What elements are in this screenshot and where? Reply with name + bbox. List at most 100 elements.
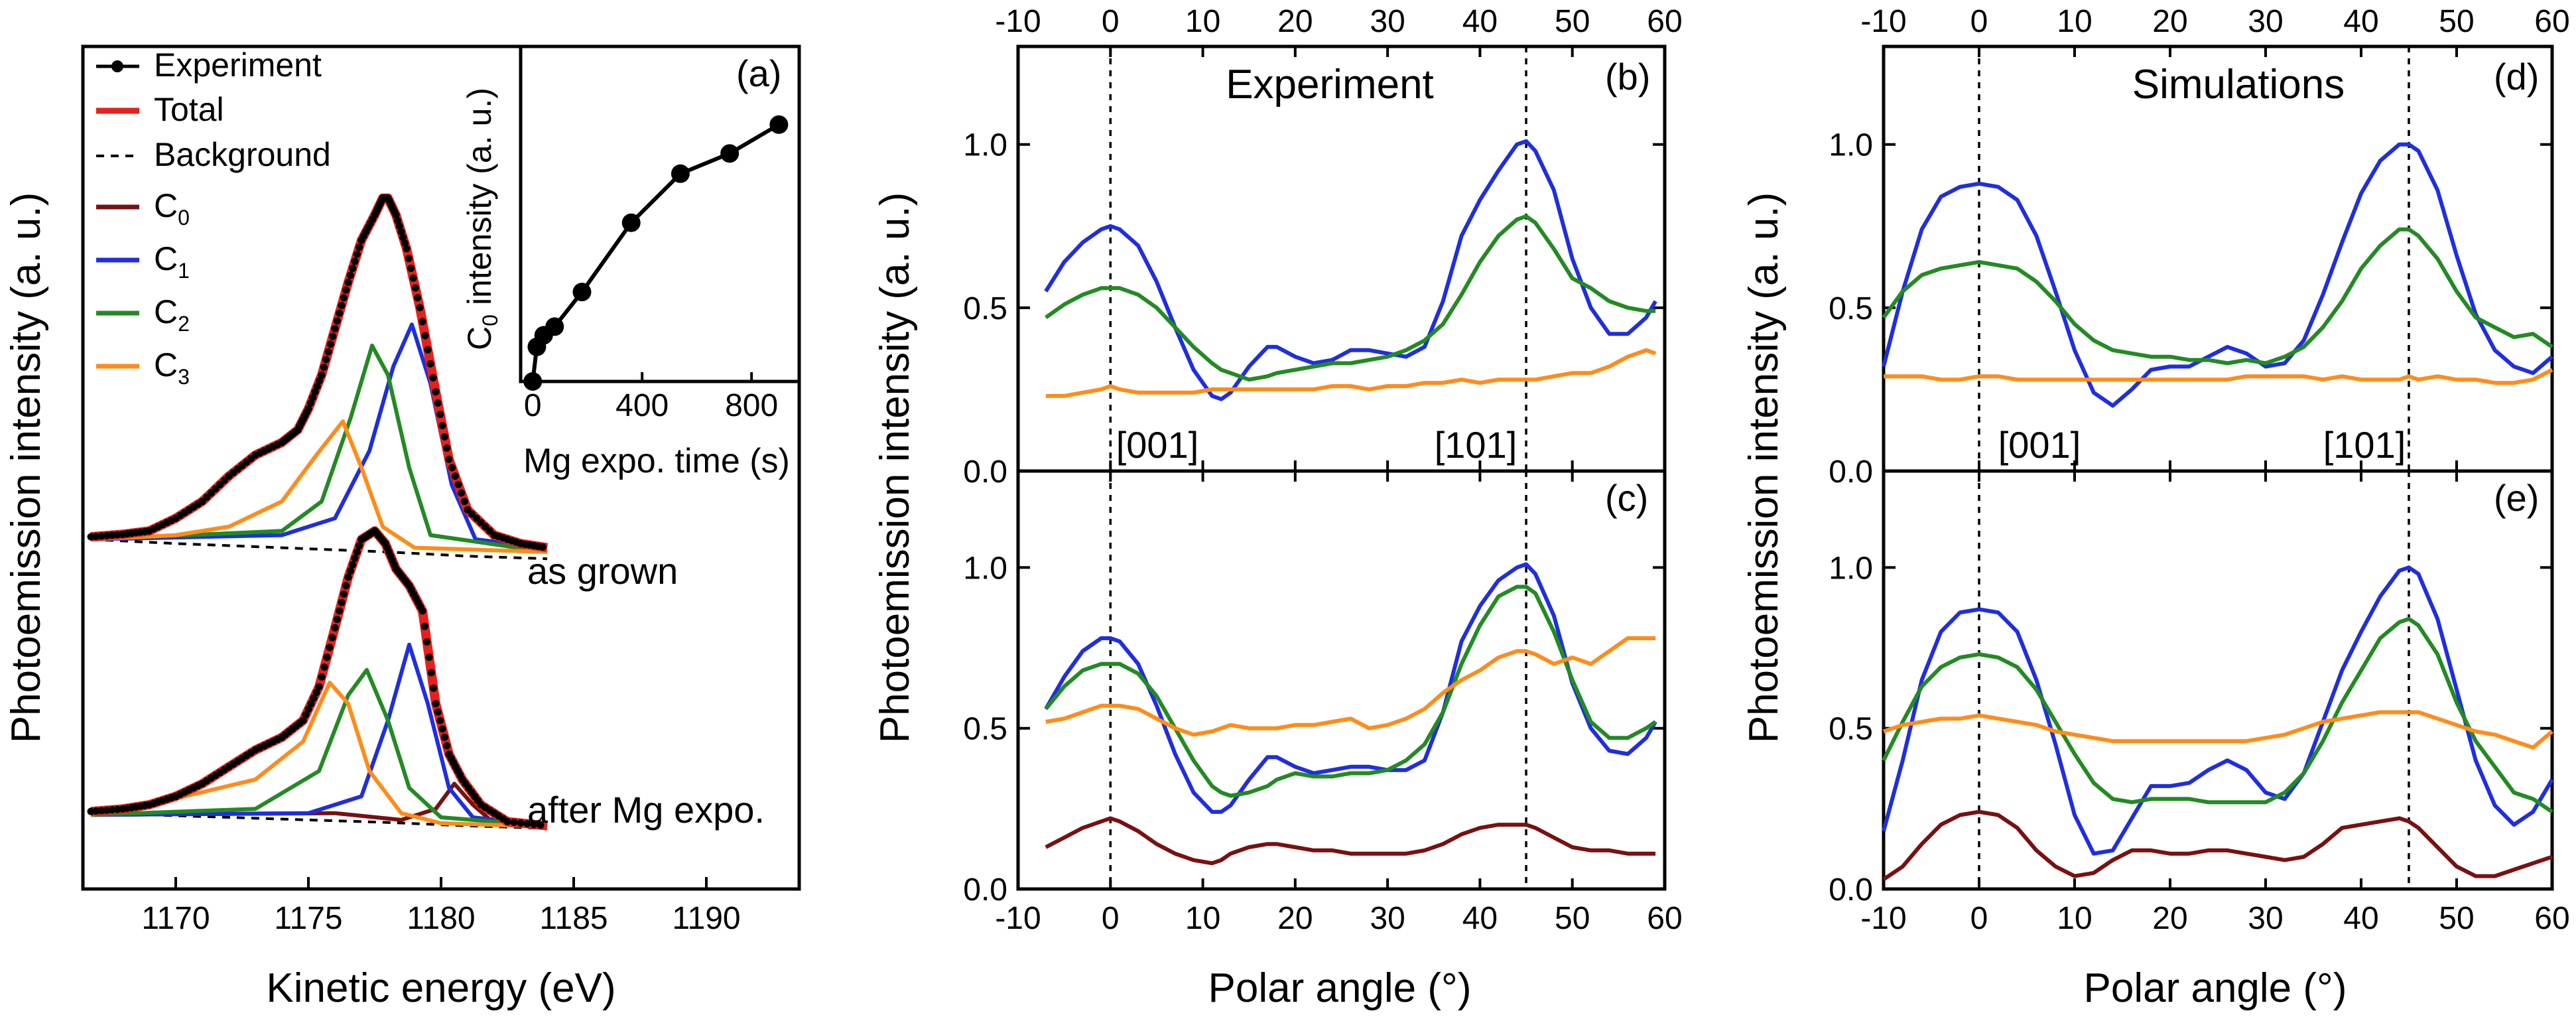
panel-d-top-ticks: -10 0 10 20 30 40 50 60	[1860, 4, 2569, 39]
experiment-point	[448, 464, 456, 472]
experiment-point	[113, 805, 121, 813]
inset-point	[769, 115, 789, 134]
experiment-point	[304, 705, 312, 713]
legend: Experiment Total Background C0 C1 C2	[96, 46, 331, 389]
series-c0-line	[1045, 816, 1656, 866]
experiment-point	[108, 806, 116, 814]
x-tick-label: -10	[995, 901, 1041, 936]
inset-point	[720, 144, 740, 163]
x-tick-label: 50	[1555, 901, 1590, 936]
x-tick-top-label: 50	[2439, 4, 2474, 39]
experiment-point	[407, 264, 415, 272]
experiment-point	[460, 498, 468, 506]
series-c2-line	[1882, 616, 2553, 814]
experiment-point	[419, 607, 426, 615]
experiment-point	[346, 567, 354, 575]
legend-c1: C1	[96, 240, 190, 283]
experiment-point	[309, 393, 317, 401]
x-tick-label: 10	[2057, 901, 2092, 936]
experiment-point	[328, 634, 336, 642]
legend-background: Background	[96, 136, 331, 173]
y-tick-label: 0.0	[963, 454, 1007, 490]
experiment-point	[103, 806, 111, 814]
panel-a-x-tick-label: 1180	[407, 901, 475, 936]
experiment-point	[436, 717, 444, 724]
experiment-point	[351, 555, 359, 563]
experiment-point	[355, 243, 363, 251]
x-tick-label: 60	[1647, 901, 1682, 936]
experiment-point	[517, 819, 525, 827]
panel-a-x-tick-label: 1190	[672, 901, 740, 936]
x-tick-top-label: 60	[1647, 4, 1682, 39]
experiment-point	[438, 725, 446, 733]
y-tick-label: 0.0	[1829, 872, 1873, 908]
experiment-point	[336, 309, 344, 317]
y-tick-label: 0.0	[963, 872, 1007, 908]
experiment-point	[425, 653, 433, 661]
inset-x-label: Mg expo. time (s)	[523, 442, 790, 480]
experiment-point	[416, 304, 424, 312]
experiment-point	[323, 653, 331, 661]
experiment-point	[355, 541, 363, 549]
series-c2-line	[1882, 227, 2553, 366]
experiment-point	[426, 360, 434, 368]
experiment-point	[344, 573, 352, 581]
legend-c1-label: C1	[154, 240, 190, 283]
y-tick-label: 1.0	[963, 551, 1007, 586]
experiment-point	[401, 239, 409, 247]
legend-c0-label: C0	[154, 187, 190, 230]
experiment-point	[87, 533, 95, 541]
series-c1-line	[1882, 142, 2553, 408]
experiment-point	[310, 694, 318, 702]
experiment-point	[523, 820, 531, 828]
panel-a-curves	[87, 193, 548, 831]
inset-line	[531, 123, 780, 382]
experiment-point	[432, 388, 440, 396]
experiment-point	[338, 598, 346, 606]
experiment-point	[299, 717, 307, 724]
x-tick-top-label: 60	[2534, 4, 2569, 39]
experiment-point	[421, 332, 429, 340]
experiment-point	[429, 374, 437, 382]
experiment-point	[537, 821, 545, 829]
y-tick-label: 0.5	[963, 712, 1007, 747]
x-tick-top-label: 10	[2057, 4, 2092, 39]
series-c1-line	[1044, 139, 1657, 401]
x-tick-label: -10	[1860, 901, 1906, 936]
x-tick-top-label: 0	[1970, 4, 1988, 39]
y-tick-label: 1.0	[963, 128, 1007, 163]
experiment-point	[395, 222, 403, 230]
experiment-point	[318, 371, 326, 379]
experiment-point	[432, 700, 440, 708]
experiment-point	[315, 683, 323, 691]
panel-b-top-ticks: -10 0 10 20 30 40 50 60	[995, 4, 1682, 39]
experiment-point	[434, 399, 442, 407]
annotation-101-sim: [101]	[2323, 424, 2406, 466]
panel-b-ticks: 0.0 0.5 1.0	[963, 46, 1666, 490]
y-tick-label: 0.5	[963, 291, 1007, 326]
experiment-point	[403, 245, 411, 253]
panel-b-frame	[1016, 44, 1667, 473]
series-c0-line	[1882, 809, 2553, 881]
experiment-point	[405, 255, 413, 263]
inset-x-tick-label: 800	[725, 388, 778, 423]
panel-a-x-tick-label: 1170	[141, 901, 210, 936]
experiment-point	[440, 733, 448, 741]
experiment-point	[344, 279, 352, 287]
panel-de-y-label: Photoemission intensity (a. u.)	[1741, 192, 1787, 744]
panel-bc-x-label: Polar angle (°)	[1208, 965, 1472, 1011]
experiment-point	[409, 274, 417, 282]
x-tick-label: 40	[1462, 901, 1498, 936]
x-tick-top-label: 30	[1370, 4, 1405, 39]
x-tick-label: 10	[1185, 901, 1220, 936]
legend-experiment-label: Experiment	[154, 46, 322, 84]
experiment-point	[316, 377, 324, 385]
experiment-point	[326, 340, 334, 348]
experiment-point	[304, 405, 312, 413]
panel-a-x-tick-label: 1175	[274, 901, 342, 936]
experiment-point	[392, 211, 400, 219]
panel-bc-y-label: Photoemission intensity (a. u.)	[872, 192, 918, 744]
experiment-point	[322, 356, 330, 364]
component-c1-curve	[90, 642, 548, 828]
experiment-point	[333, 616, 341, 624]
